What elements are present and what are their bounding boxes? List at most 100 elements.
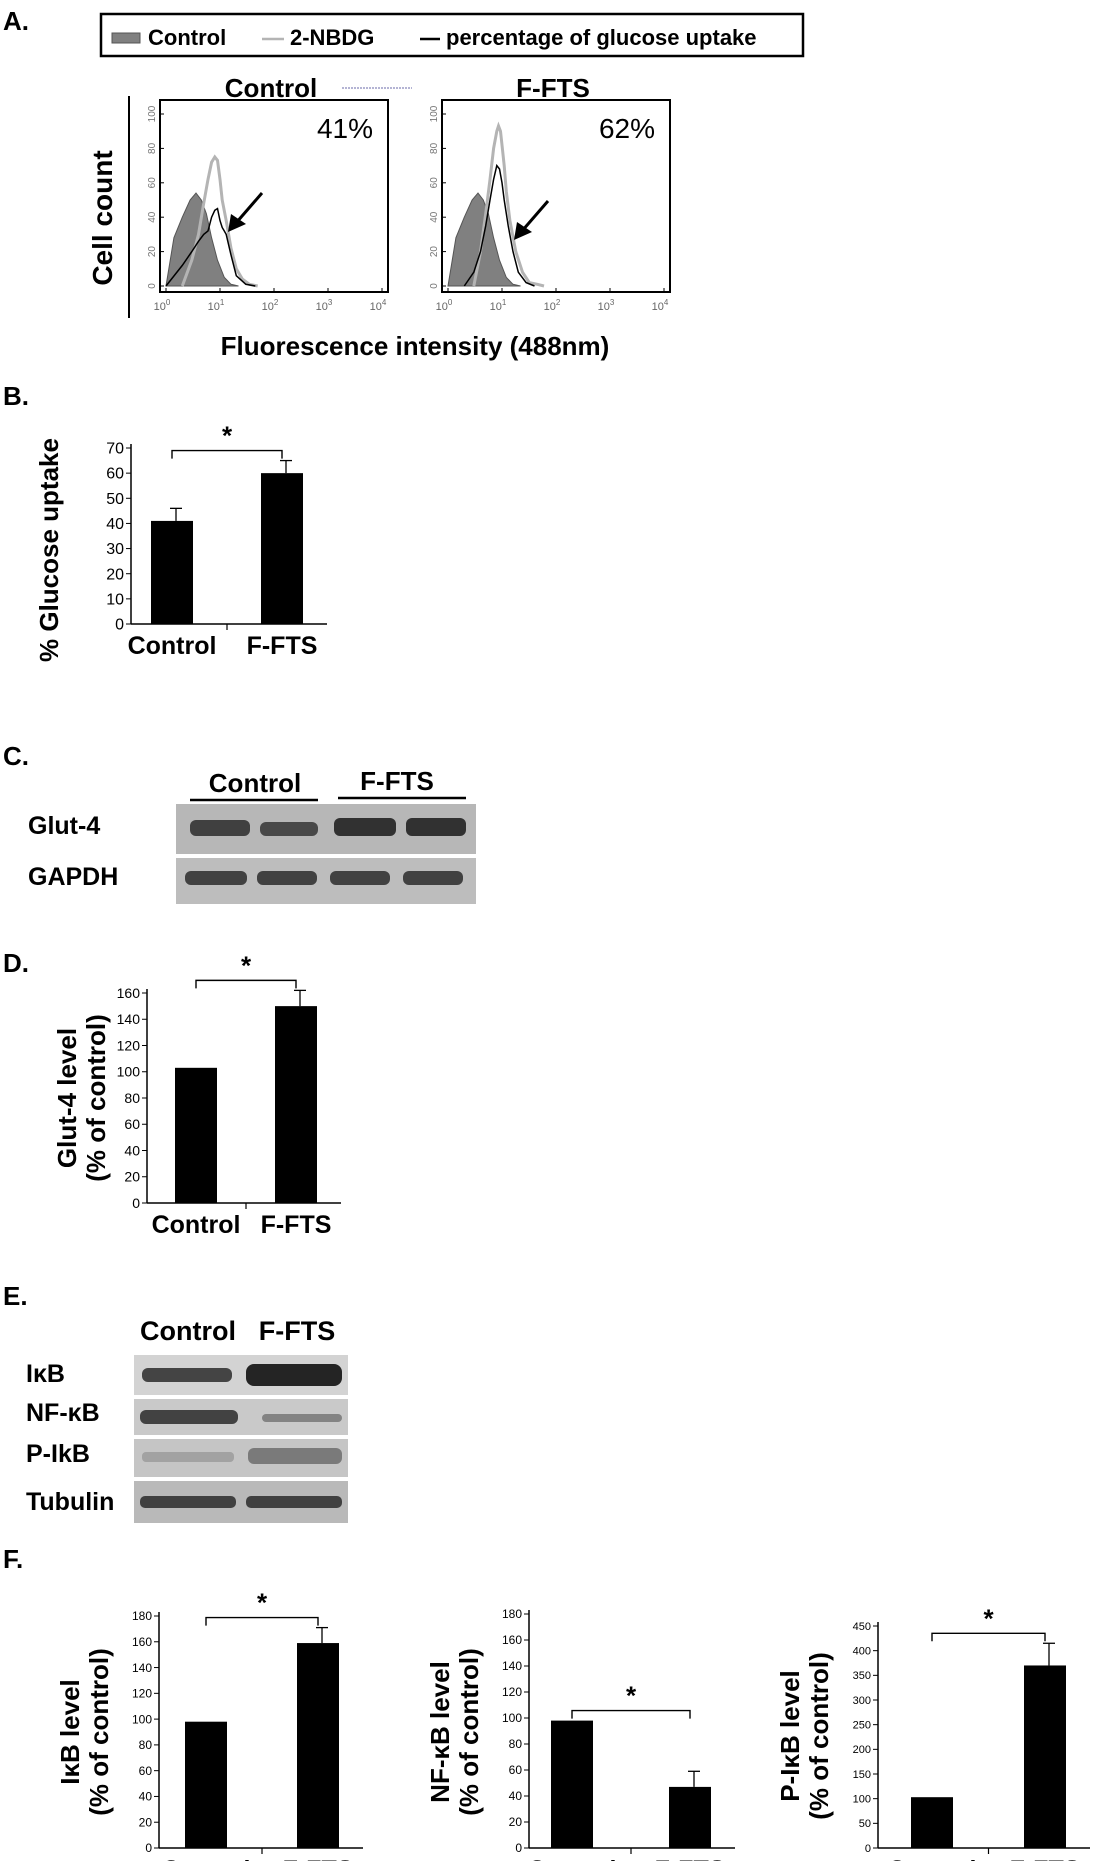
x-tick-label: 104 (652, 298, 669, 313)
y-tick-label: 80 (139, 1738, 153, 1752)
y-tick-label: 60 (509, 1763, 523, 1777)
panel-a-legend: Control 2-NBDG percentage of glucose upt… (99, 12, 805, 58)
category-label: F-FTS (1010, 1856, 1081, 1861)
y-tick-label: 0 (147, 283, 158, 289)
blot-e-row-pikb: P-IkB (26, 1440, 90, 1468)
legend-swatch-control (111, 32, 141, 44)
y-tick-label: 0 (429, 283, 440, 289)
bar-f-fts (261, 473, 303, 624)
y-tick-label: 160 (132, 1635, 152, 1649)
y-tick-label: 100 (117, 1064, 141, 1080)
bar-f-fts (669, 1786, 711, 1848)
y-tick-label: 180 (502, 1607, 522, 1621)
panel-label-a: A. (3, 6, 29, 36)
significance-star: * (222, 421, 233, 451)
y-tick-label: 100 (853, 1794, 871, 1806)
blot-e-header-ffts: F-FTS (259, 1316, 335, 1346)
category-label: Control (162, 1856, 251, 1861)
y-tick-label: 20 (509, 1815, 523, 1829)
y-tick-label: 50 (106, 491, 124, 508)
blot-band (142, 1368, 232, 1382)
chart-f-nfkb-level: 0 20 40 60 80 100 120 140 160 180 Control F-FTS * NF-… (425, 1607, 735, 1861)
blot-band (246, 1496, 342, 1508)
category-label: F-FTS (261, 1211, 332, 1239)
x-tick-label: 104 (370, 298, 387, 313)
x-tick-label: 100 (154, 298, 171, 313)
chart-f-pikb-level: 0 50 100 150 200 250 300 350 400 450 Control F-FTS *… (775, 1603, 1090, 1861)
y-tick-label: 0 (865, 1843, 871, 1855)
significance-star: * (626, 1681, 637, 1711)
y-tick-label: 60 (429, 177, 440, 189)
blot-band (248, 1448, 342, 1464)
category-label: F-FTS (283, 1856, 354, 1861)
y-tick-label: 80 (509, 1737, 523, 1751)
blot-band (406, 818, 466, 836)
blot-band (257, 871, 317, 885)
y-tick-label: 450 (853, 1621, 871, 1633)
chart-d-glut4-level: 0 20 40 60 80 100 120 140 160 Control F-FTS * Glut-4… (52, 950, 341, 1239)
bar-control (551, 1720, 593, 1848)
panel-a-ylabel: Cell count (87, 150, 118, 285)
y-tick-label: 30 (106, 541, 124, 558)
blot-band (260, 822, 318, 836)
y-axis-label: (% of control) (454, 1648, 484, 1816)
y-tick-label: 100 (502, 1711, 522, 1725)
legend-frame (99, 12, 805, 58)
blot-c-header-control: Control (209, 768, 301, 798)
series-line-2nbdg (472, 121, 545, 288)
y-tick-label: 40 (124, 1142, 140, 1158)
y-tick-label: 60 (106, 466, 124, 483)
significance-star: * (257, 1588, 268, 1618)
y-tick-label: 160 (117, 985, 141, 1001)
blot-e-row-ikb: IκB (26, 1360, 65, 1388)
y-tick-label: 120 (132, 1687, 152, 1701)
y-axis-label: Glut-4 level (52, 1028, 82, 1168)
y-tick-label: 140 (502, 1659, 522, 1673)
category-label: Control (528, 1856, 617, 1861)
y-tick-label: 50 (859, 1818, 871, 1830)
y-tick-label: 40 (429, 211, 440, 223)
blot-e-header-control: Control (140, 1316, 236, 1346)
hist-title-ffts: F-FTS (516, 73, 590, 103)
legend-label-2nbdg: 2-NBDG (290, 25, 374, 50)
blot-band (246, 1364, 342, 1386)
significance-bracket (195, 979, 297, 989)
legend-label-control: Control (148, 25, 226, 50)
x-tick-label: 102 (262, 298, 279, 313)
category-label: F-FTS (655, 1856, 726, 1861)
x-tick-label: 100 (436, 298, 453, 313)
blot-band (140, 1496, 236, 1508)
blot-band (262, 1414, 342, 1422)
arrow-icon (228, 192, 264, 232)
chart-b-glucose-uptake: 0 10 20 30 40 50 60 70 Control F-FTS * % Glucose up… (34, 421, 327, 662)
significance-bracket (205, 1616, 319, 1626)
histogram-ffts: 0 20 40 60 80 100 100 101 102 103 104 62% (429, 99, 671, 313)
series-line-uptake (165, 207, 256, 287)
x-tick-label: 103 (316, 298, 333, 313)
y-tick-label: 0 (132, 1195, 140, 1211)
y-tick-label: 0 (515, 1841, 522, 1855)
y-tick-label: 10 (106, 591, 124, 608)
blot-band (330, 871, 390, 885)
y-axis-label: IκB level (55, 1679, 85, 1785)
y-tick-label: 300 (853, 1695, 871, 1707)
bar-f-fts (275, 1006, 317, 1203)
y-tick-label: 20 (106, 566, 124, 583)
blot-c-header-ffts: F-FTS (360, 766, 434, 796)
x-tick-label: 103 (598, 298, 615, 313)
y-tick-label: 20 (139, 1815, 153, 1829)
blot-band (140, 1410, 238, 1424)
y-tick-label: 100 (429, 105, 440, 122)
category-label: Control (128, 632, 217, 660)
panel-label-e: E. (3, 1281, 28, 1311)
blot-e-row-nfkb: NF-κB (26, 1399, 100, 1427)
y-tick-label: 40 (139, 1790, 153, 1804)
significance-bracket (571, 1709, 691, 1719)
y-tick-label: 0 (145, 1841, 152, 1855)
y-tick-label: 350 (853, 1670, 871, 1682)
y-tick-label: 80 (147, 142, 158, 154)
x-tick-label: 102 (544, 298, 561, 313)
y-axis-label: (% of control) (81, 1014, 111, 1182)
y-tick-label: 70 (106, 441, 124, 458)
y-tick-label: 150 (853, 1769, 871, 1781)
